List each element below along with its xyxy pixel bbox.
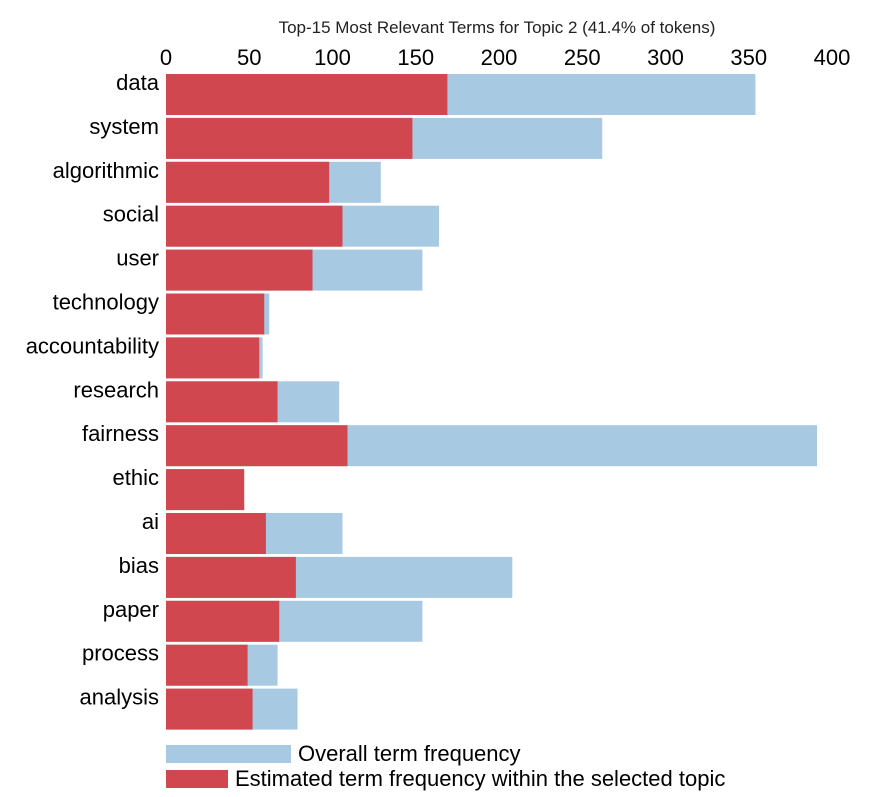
bar-topic-fairness xyxy=(166,425,348,467)
category-label-research: research xyxy=(73,377,159,402)
topic-frequency-bars xyxy=(166,74,448,730)
legend-swatch-overall xyxy=(166,745,291,763)
bar-topic-analysis xyxy=(166,688,253,730)
x-tick-label: 250 xyxy=(564,45,601,70)
bar-topic-ai xyxy=(166,513,266,554)
bar-topic-system xyxy=(166,117,413,159)
category-label-accountability: accountability xyxy=(26,333,159,358)
legend-swatch-topic xyxy=(166,770,228,788)
bar-topic-social xyxy=(166,205,343,247)
legend-label-topic: Estimated term frequency within the sele… xyxy=(235,766,725,791)
category-label-user: user xyxy=(116,246,159,271)
category-label-bias: bias xyxy=(119,553,159,578)
x-tick-label: 150 xyxy=(397,45,434,70)
category-label-ai: ai xyxy=(142,509,159,534)
category-label-analysis: analysis xyxy=(80,685,159,710)
bar-topic-paper xyxy=(166,600,280,642)
x-tick-label: 400 xyxy=(814,45,851,70)
x-tick-label: 50 xyxy=(237,45,261,70)
bar-topic-user xyxy=(166,249,313,291)
category-label-system: system xyxy=(89,114,159,139)
category-label-fairness: fairness xyxy=(82,421,159,446)
category-label-social: social xyxy=(103,202,159,227)
legend: Overall term frequency Estimated term fr… xyxy=(166,741,725,791)
x-tick-label: 200 xyxy=(481,45,518,70)
bar-topic-algorithmic xyxy=(166,161,330,203)
legend-label-overall: Overall term frequency xyxy=(298,741,521,766)
bar-topic-accountability xyxy=(166,337,260,379)
bar-topic-bias xyxy=(166,556,296,598)
category-label-algorithmic: algorithmic xyxy=(53,158,159,183)
bar-topic-ethic xyxy=(166,469,245,511)
category-label-paper: paper xyxy=(103,597,159,622)
bar-topic-technology xyxy=(166,293,265,335)
bar-topic-process xyxy=(166,644,248,686)
x-tick-label: 0 xyxy=(160,45,172,70)
x-axis-ticks: 0 50 100 150 200 250 300 350 400 xyxy=(160,45,850,70)
x-tick-label: 350 xyxy=(730,45,767,70)
category-label-process: process xyxy=(82,641,159,666)
category-labels: data system algorithmic social user technolog… xyxy=(26,70,160,710)
category-label-technology: technology xyxy=(53,290,159,315)
category-label-data: data xyxy=(116,70,160,95)
x-tick-label: 300 xyxy=(647,45,684,70)
bar-topic-data xyxy=(166,74,448,115)
bar-topic-research xyxy=(166,381,278,423)
x-tick-label: 100 xyxy=(314,45,351,70)
category-label-ethic: ethic xyxy=(113,465,159,490)
chart-title: Top-15 Most Relevant Terms for Topic 2 (… xyxy=(279,18,716,37)
